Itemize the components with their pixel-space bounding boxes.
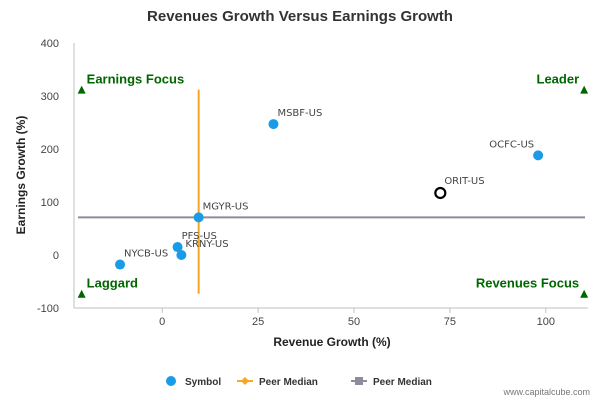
x-axis-title: Revenue Growth (%) (273, 335, 390, 349)
x-tick-label: 100 (537, 316, 555, 328)
legend-diamond-marker (241, 377, 249, 385)
quadrant-marker (77, 85, 86, 94)
quadrant-label: Laggard (87, 276, 138, 291)
legend-symbol-marker (166, 376, 176, 386)
subject-label: ORIT-US (444, 176, 484, 187)
data-point (268, 119, 279, 130)
data-point (193, 212, 204, 223)
subject-point (434, 186, 447, 200)
x-tick-label: 75 (444, 316, 456, 328)
point-label: PFS-US (182, 231, 217, 242)
x-tick-label: 0 (159, 316, 165, 328)
y-tick-label: 400 (41, 38, 59, 50)
quadrant-marker (580, 85, 589, 94)
legend: Symbol Peer Median Peer Median (166, 376, 432, 388)
point-label: MGYR-US (203, 201, 249, 212)
y-tick-label: 200 (41, 144, 59, 156)
credit-text: www.capitalcube.com (502, 387, 590, 397)
y-tick-label: 100 (41, 197, 59, 209)
data-point (176, 250, 187, 260)
data-point (172, 242, 183, 253)
quadrant-marker (77, 289, 86, 298)
y-tick-label: 300 (41, 91, 59, 103)
quadrant-label: Earnings Focus (87, 72, 185, 87)
legend-label: Symbol (185, 377, 221, 388)
y-tick-label: 0 (53, 250, 59, 262)
legend-label: Peer Median (259, 377, 318, 388)
data-point (115, 259, 126, 270)
quadrant-marker (580, 289, 589, 298)
legend-square-marker (355, 377, 363, 385)
point-label: NYCB-US (124, 249, 168, 260)
x-tick-label: 50 (348, 316, 360, 328)
y-tick-label: -100 (37, 303, 59, 315)
chart-title: Revenues Growth Versus Earnings Growth (147, 8, 453, 25)
quadrant-label: Revenues Focus (476, 276, 579, 291)
legend-label: Peer Median (373, 377, 432, 388)
x-tick-label: 25 (252, 316, 264, 328)
point-label: KRNY-US (185, 239, 228, 250)
point-label: MSBF-US (277, 108, 322, 119)
data-point (533, 150, 544, 161)
y-axis-title: Earnings Growth (%) (14, 116, 28, 235)
point-label: OCFC-US (489, 139, 534, 150)
quadrant-label: Leader (537, 72, 580, 87)
